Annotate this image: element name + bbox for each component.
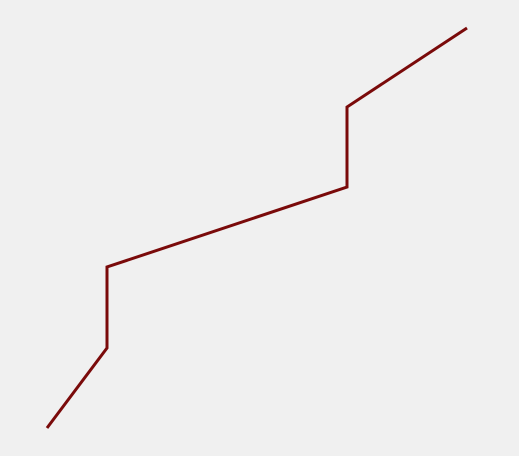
stepped-polyline <box>45 26 468 429</box>
